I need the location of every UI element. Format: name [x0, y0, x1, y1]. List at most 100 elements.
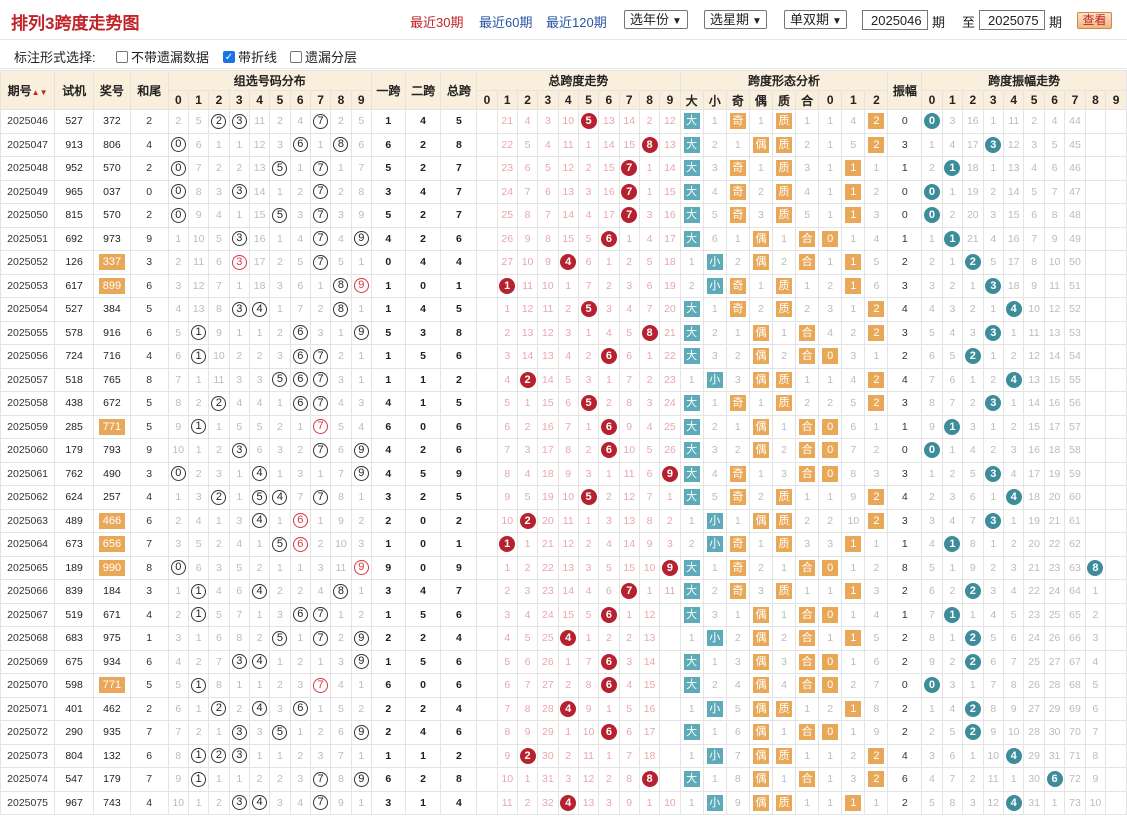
draw-number-highlight: 771	[98, 677, 126, 694]
form-badge: 奇	[729, 465, 746, 482]
amplitude-trend-cell: 2	[982, 555, 1004, 580]
span-ball: 2	[519, 512, 536, 529]
form-cell: 8	[725, 767, 750, 792]
form-cell: 3	[841, 767, 866, 792]
distribution-cell: 1	[330, 602, 352, 627]
distribution-cell: 2	[269, 320, 291, 345]
option-no-omission[interactable]: 不带遗漏数据	[116, 47, 209, 66]
amplitude-trend-cell: 1	[1043, 790, 1066, 815]
year-select[interactable]: 选年份 ▼	[624, 10, 688, 29]
amplitude-trend-cell: 47	[1064, 179, 1086, 204]
amplitude-trend-cell: 3	[982, 203, 1004, 228]
amplitude-trend-cell: 28	[1023, 720, 1045, 745]
amplitude-trend-cell	[1105, 273, 1127, 298]
table-row: 2025052 126 337 3 2 11 6 3 17 2 5 7 5 1 0 4 4 27 10 9 4 6 1 2 5 1…	[0, 250, 1127, 275]
form-cell: 大	[679, 226, 704, 251]
form-badge: 奇	[729, 160, 746, 177]
form-cell: 1	[818, 109, 843, 134]
top-toolbar: 排列3跨度走势图 最近30期 最近60期 最近120期 选年份 ▼ 选星期 ▼ 单双…	[0, 0, 1127, 38]
sum-tail-cell: 7	[129, 720, 169, 745]
distribution-cell: 2	[269, 673, 291, 698]
form-badge: 合	[799, 324, 816, 341]
form-cell: 2	[725, 250, 750, 275]
form-badge: 偶	[752, 254, 769, 271]
form-cell: 2	[725, 626, 750, 651]
trend-cell: 6	[516, 649, 539, 674]
query-button[interactable]: 查看	[1077, 12, 1112, 29]
checkbox-icon[interactable]	[116, 50, 128, 63]
form-cell: 1	[864, 532, 889, 557]
amplitude-trend-cell	[1084, 414, 1107, 439]
parity-select[interactable]: 单双期 ▼	[784, 10, 847, 29]
amplitude-ball: 4	[1005, 794, 1022, 811]
form-badge: 质	[776, 583, 793, 600]
trend-cell: 1	[598, 696, 620, 721]
amplitude-cell: 2	[887, 790, 923, 815]
period-header[interactable]: 期号▲▼	[0, 70, 56, 110]
trend-cell: 11	[557, 132, 579, 157]
page-title: 排列3跨度走势图	[11, 14, 140, 33]
distribution-cell: 8	[330, 273, 352, 298]
form-cell: 质	[771, 156, 797, 181]
weekday-select[interactable]: 选星期 ▼	[704, 10, 767, 29]
distribution-cell: 8	[228, 626, 250, 651]
amplitude-trend-cell: 5	[982, 250, 1004, 275]
form-cell: 1	[679, 367, 704, 392]
distribution-cell: 1	[187, 344, 210, 369]
distribution-cell: 5	[269, 367, 291, 392]
form-badge: 1	[845, 583, 862, 600]
option-polyline-label: 带折线	[238, 50, 278, 65]
form-cell: 1	[841, 203, 866, 228]
distribution-cell: 3	[269, 438, 291, 463]
trend-cell: 14	[557, 203, 579, 228]
form-cell: 奇	[725, 297, 750, 322]
test-number-cell: 967	[54, 790, 95, 815]
amplitude-trend-cell: 5	[921, 555, 943, 580]
option-polyline[interactable]: ✓ 带折线	[223, 47, 277, 66]
distribution-cell: 7	[289, 485, 311, 510]
recent-30-link[interactable]: 最近30期	[410, 15, 464, 30]
number-circle: 9	[353, 466, 369, 482]
form-cell: 1	[725, 132, 750, 157]
trend-cell	[476, 132, 498, 157]
end-period-input[interactable]: 2025075	[979, 10, 1045, 30]
distribution-cell: 3	[167, 273, 189, 298]
span2-cell: 3	[404, 320, 442, 345]
digit-header: 5	[577, 90, 600, 110]
table-row: 2025075 967 743 4 10 1 2 3 4 3 4 7 9 1 3 1 4 11 2 32 4 13 3 9 1 1…	[0, 790, 1127, 815]
amplitude-trend-cell: 3	[1023, 132, 1045, 157]
form-cell: 1	[818, 367, 843, 392]
distribution-cell: 6	[208, 250, 230, 275]
trend-table: 期号▲▼ 试机 奖号 和尾 组选号码分布 一跨 二跨 总跨 总跨度走势 跨度形态分析 振幅 跨度振幅走…	[0, 70, 1127, 815]
table-row: 2025053 617 899 6 3 12 7 1 18 3 6 1 8 9 1 0 1 1 11 10 1 7 2 3 6 1…	[0, 273, 1127, 298]
distribution-cell: 2	[208, 532, 230, 557]
span1-cell: 1	[370, 602, 406, 627]
span1-cell: 1	[370, 532, 406, 557]
form-cell: 9	[864, 720, 889, 745]
draw-number-cell: 793	[93, 438, 131, 463]
option-omission-layer[interactable]: 遗漏分层	[290, 47, 357, 66]
span1-cell: 4	[370, 438, 406, 463]
sort-icon[interactable]: ▲▼	[31, 87, 48, 97]
digit-header: 3	[537, 90, 559, 110]
distribution-cell: 1	[289, 156, 311, 181]
amplitude-trend-cell: 5	[982, 626, 1004, 651]
checkbox-checked-icon[interactable]: ✓	[223, 50, 235, 63]
span-ball: 1	[499, 277, 516, 294]
amplitude-trend-cell	[1105, 438, 1127, 463]
recent-120-link[interactable]: 最近120期	[546, 15, 607, 30]
form-badge: 偶	[752, 136, 769, 153]
number-circle: 2	[211, 113, 227, 129]
form-cell: 3	[795, 532, 820, 557]
display-options-bar: 标注形式选择: 不带遗漏数据 ✓ 带折线 遗漏分层	[0, 39, 1127, 69]
number-circle: 5	[272, 207, 288, 223]
recent-60-link[interactable]: 最近60期	[479, 15, 533, 30]
amplitude-trend-cell: 1	[941, 414, 964, 439]
start-period-input[interactable]: 2025046	[862, 10, 928, 30]
trend-cell: 4	[638, 414, 661, 439]
distribution-cell: 9	[350, 555, 372, 580]
distribution-cell: 4	[248, 579, 271, 604]
form-cell: 3	[864, 461, 889, 486]
amplitude-trend-cell: 1	[921, 696, 943, 721]
checkbox-icon[interactable]	[290, 50, 302, 63]
